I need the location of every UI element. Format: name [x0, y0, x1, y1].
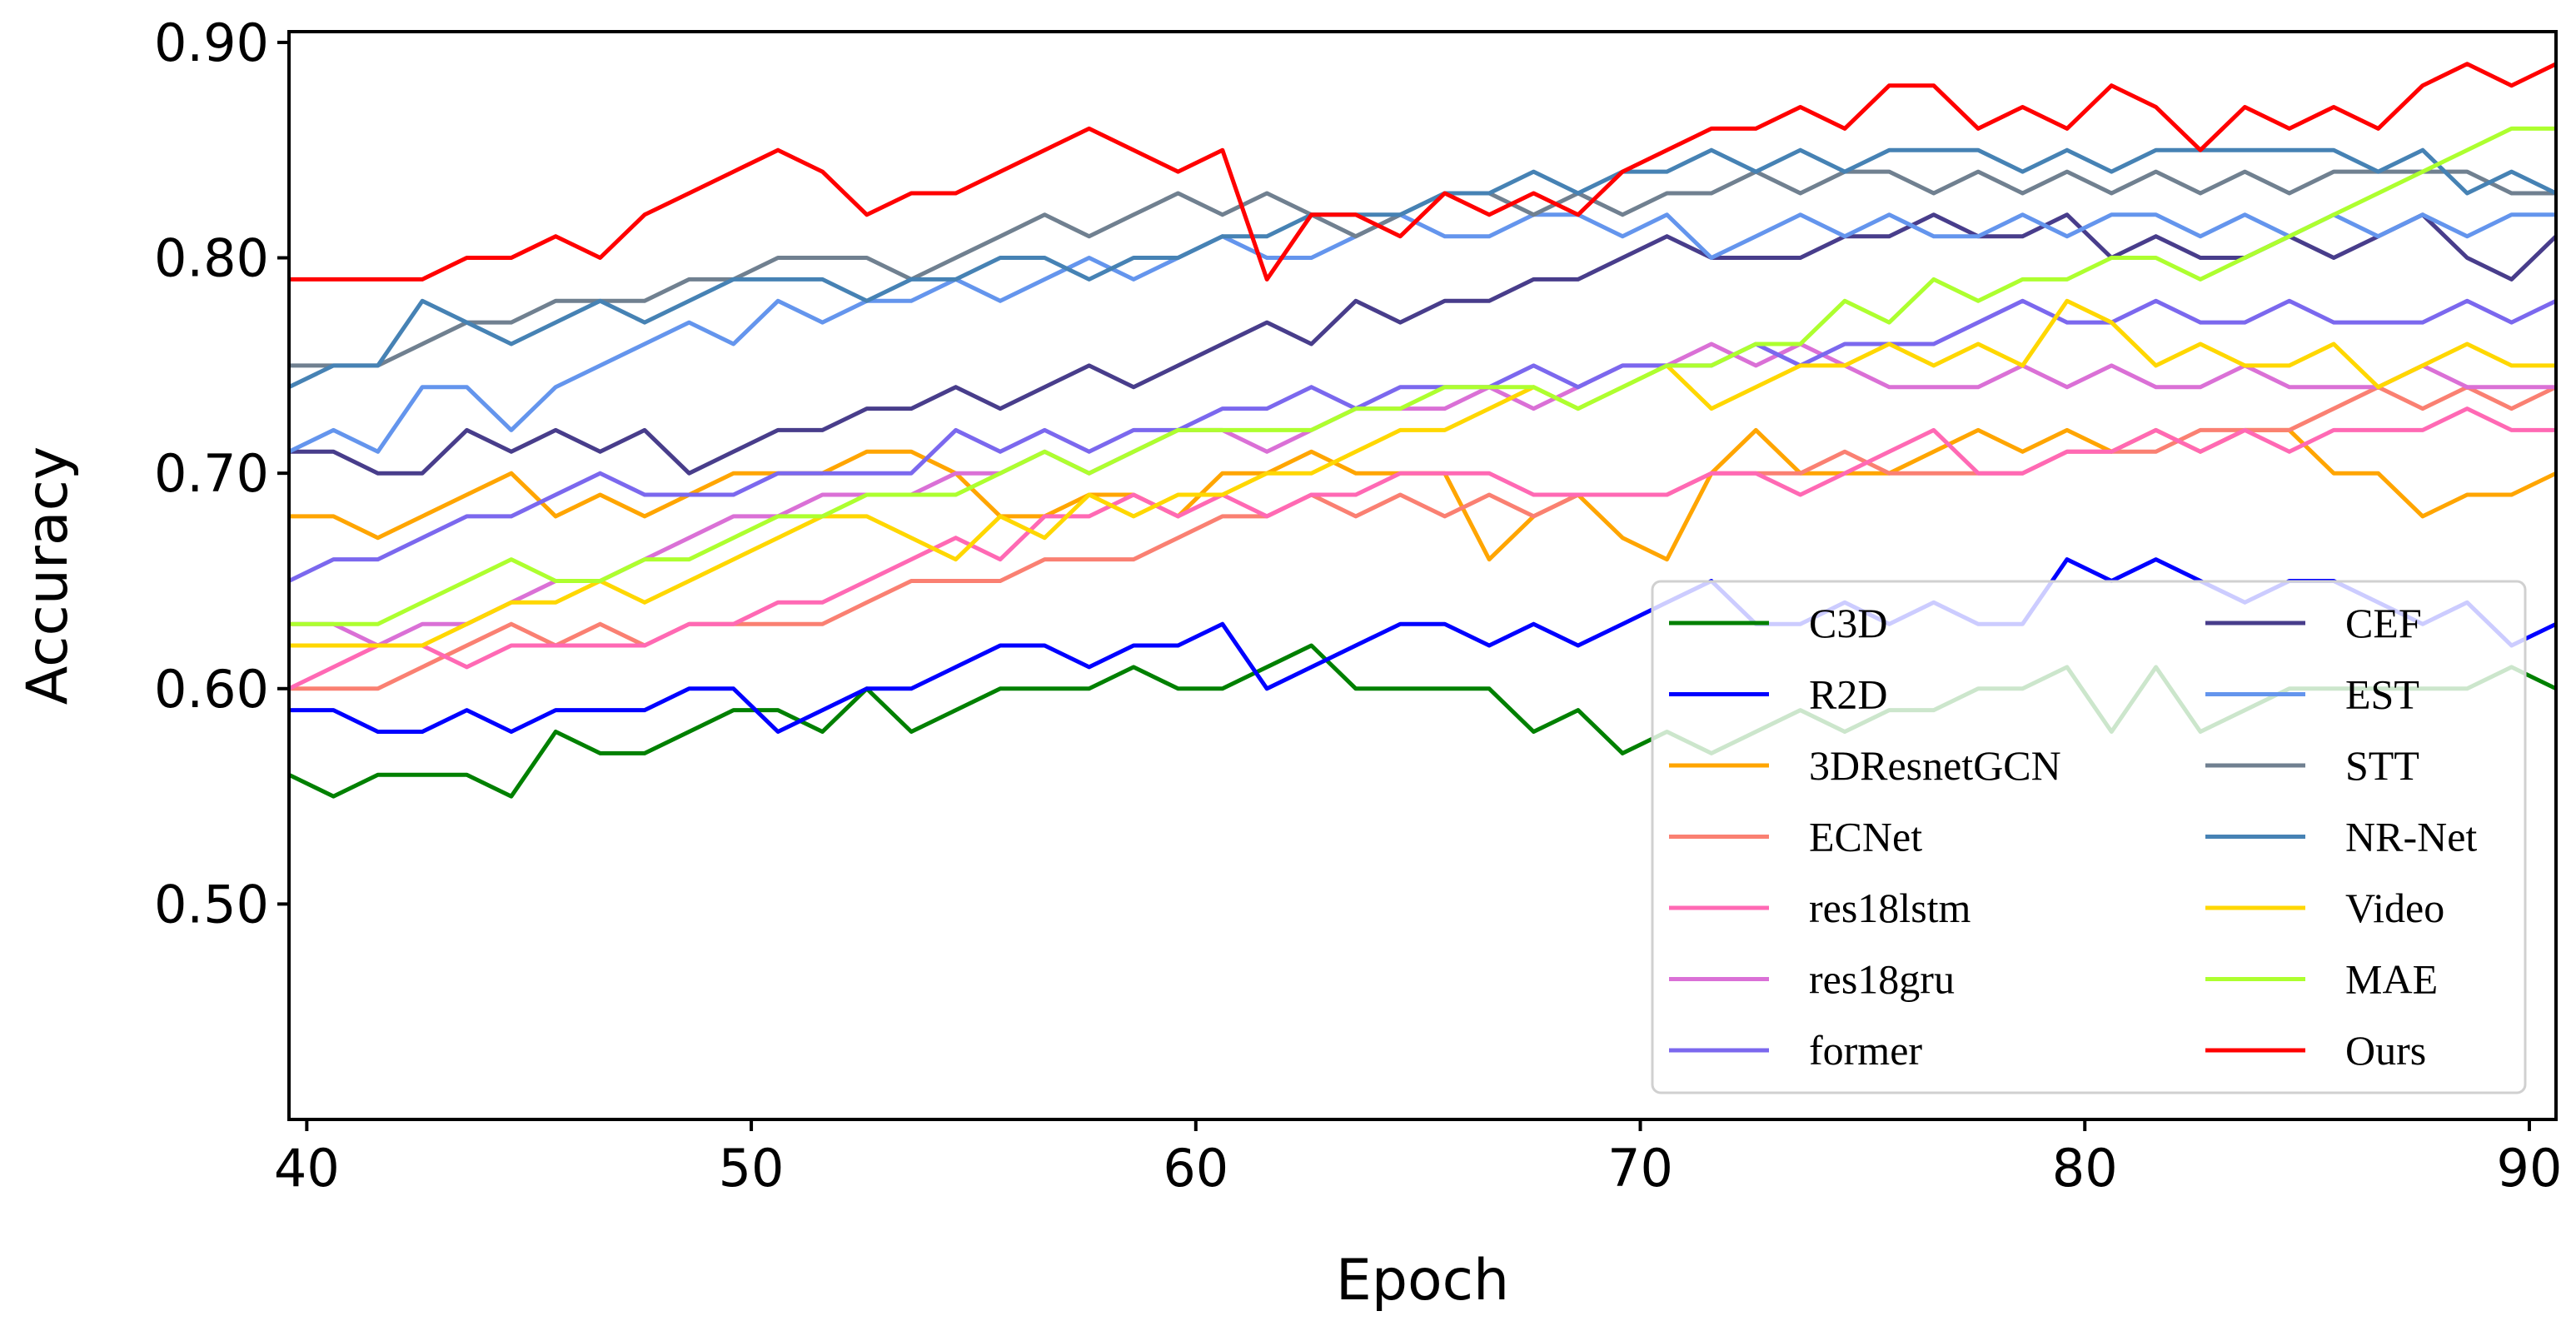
x-tick-label: 50 — [719, 1138, 785, 1199]
plot-frame — [287, 30, 2558, 1121]
series-line-est — [289, 212, 2556, 454]
y-tick-label: 0.60 — [154, 659, 269, 720]
legend-label: R2D — [1809, 671, 1887, 718]
series-line-r2d — [289, 557, 2556, 734]
legend-items: C3D R2D 3DResnetGCN ECNet res18lstm res18gru f… — [1669, 600, 2477, 1074]
series-line-video — [289, 298, 2556, 648]
x-axis-title: Epoch — [1336, 1248, 1509, 1314]
legend-entry-ecnet: ECNet — [1669, 814, 1922, 860]
series-line-3dresnetgcn — [289, 427, 2556, 562]
legend-entry-res18lstm: res18lstm — [1669, 885, 1971, 931]
legend-entry-former: former — [1669, 1027, 1922, 1074]
y-axis-title: Accuracy — [15, 446, 81, 705]
series-layer — [289, 62, 2556, 799]
x-tick-label: 70 — [1607, 1138, 1673, 1199]
legend-label: CEF — [2345, 600, 2422, 646]
legend-label: res18lstm — [1809, 885, 1971, 931]
legend-label: 3DResnetGCN — [1809, 742, 2061, 789]
series-line-ours — [289, 62, 2556, 282]
legend-label: EST — [2345, 671, 2419, 718]
legend-entry-3dresnetgcn: 3DResnetGCN — [1669, 742, 2061, 789]
legend-label: former — [1809, 1027, 1922, 1074]
x-tick-label: 80 — [2052, 1138, 2118, 1199]
legend-entry-est: EST — [2205, 671, 2419, 718]
series-line-former — [289, 298, 2556, 583]
series-line-cef — [289, 212, 2556, 476]
x-tick-label: 90 — [2497, 1138, 2563, 1199]
legend-entry-mae: MAE — [2205, 956, 2438, 1003]
legend-entry-cef: CEF — [2205, 600, 2422, 646]
legend: C3D R2D 3DResnetGCN ECNet res18lstm res18gru f… — [1651, 580, 2527, 1094]
legend-entry-res18gru: res18gru — [1669, 956, 1955, 1003]
legend-label: C3D — [1809, 600, 1887, 646]
legend-label: NR-Net — [2345, 814, 2477, 860]
x-axis: 40 50 60 70 80 90 — [274, 1119, 2563, 1199]
series-line-res18gru — [289, 341, 2556, 648]
legend-entry-ours: Ours — [2205, 1027, 2426, 1074]
legend-entry-video: Video — [2205, 885, 2444, 931]
legend-label: ECNet — [1809, 814, 1922, 860]
series-line-nr-net — [289, 147, 2556, 390]
legend-label: Ours — [2345, 1027, 2426, 1074]
x-tick-label: 60 — [1163, 1138, 1228, 1199]
legend-box — [1651, 580, 2527, 1094]
legend-entry-nr-net: NR-Net — [2205, 814, 2477, 860]
y-tick-label: 0.90 — [154, 12, 269, 73]
y-tick-label: 0.80 — [154, 228, 269, 289]
y-tick-label: 0.50 — [154, 874, 269, 935]
legend-label: MAE — [2345, 956, 2438, 1003]
x-tick-label: 40 — [274, 1138, 340, 1199]
series-line-res18lstm — [289, 406, 2556, 691]
legend-label: STT — [2345, 742, 2419, 789]
legend-entry-c3d: C3D — [1669, 600, 1887, 646]
y-axis: 0.50 0.60 0.70 0.80 0.90 — [154, 12, 289, 935]
series-line-stt — [289, 169, 2556, 368]
legend-entry-r2d: R2D — [1669, 671, 1887, 718]
legend-label: res18gru — [1809, 956, 1955, 1003]
series-line-mae — [289, 126, 2556, 626]
legend-entry-stt: STT — [2205, 742, 2419, 789]
y-tick-label: 0.70 — [154, 443, 269, 504]
legend-label: Video — [2345, 885, 2444, 931]
